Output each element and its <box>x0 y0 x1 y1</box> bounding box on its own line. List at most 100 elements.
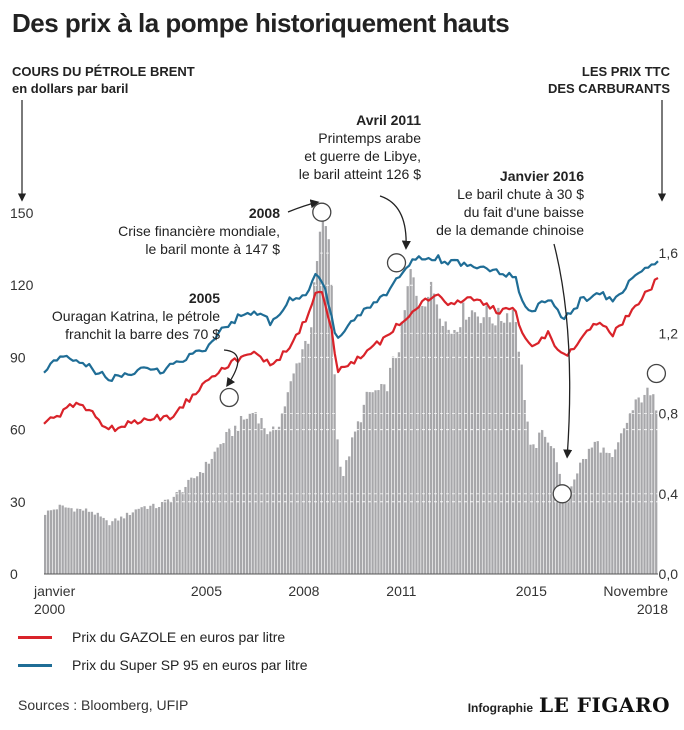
brent-bar <box>213 451 216 574</box>
brent-bar <box>46 510 50 574</box>
brent-bar <box>321 218 325 574</box>
series-line-gazole <box>43 277 659 433</box>
brent-bar <box>362 404 365 574</box>
brent-bar <box>169 501 172 574</box>
brent-bar <box>283 406 287 574</box>
brent-bar <box>140 507 143 574</box>
brent-bar <box>587 448 591 574</box>
brent-bar <box>160 502 164 574</box>
credit: Infographie LE FIGARO <box>468 693 670 717</box>
annotation-2016-text: du fait d'une baisse <box>464 204 584 220</box>
brent-bar <box>403 310 406 574</box>
brent-bar <box>239 415 243 574</box>
brent-bar <box>523 400 526 574</box>
brent-bar <box>236 430 240 574</box>
brand-logo: LE FIGARO <box>539 693 670 717</box>
brent-bar <box>526 421 529 574</box>
brent-bar <box>289 381 292 574</box>
x-tick-label: 2005 <box>191 583 222 599</box>
brent-bar <box>482 317 485 574</box>
annotation-2008-year: 2008 <box>249 205 280 221</box>
brent-bar <box>70 508 73 574</box>
brent-bar <box>573 479 576 574</box>
brent-bar <box>128 515 132 574</box>
brent-bar <box>61 505 64 574</box>
annotation-arrow <box>223 349 239 388</box>
brent-bar <box>120 516 123 574</box>
brent-bar <box>643 394 646 574</box>
brent-bar <box>646 387 649 574</box>
y-right-tick-label: 0,0 <box>659 566 679 582</box>
legend-label-gazole: Prix du GAZOLE en euros par litre <box>72 629 286 645</box>
brent-bar <box>619 433 623 574</box>
brent-bar <box>190 477 193 574</box>
brent-bar <box>198 472 202 574</box>
y-right-tick-label: 1,2 <box>659 325 679 341</box>
brent-bar <box>269 431 272 574</box>
brent-bar <box>117 520 120 574</box>
brent-bar <box>494 325 497 574</box>
brent-bar <box>622 428 626 574</box>
brent-bar <box>652 394 655 574</box>
brent-bar <box>172 496 175 574</box>
annotation-2016-text: de la demande chinoise <box>436 222 584 238</box>
brent-bar <box>389 367 392 574</box>
left-axis-title-line1: COURS DU PÉTROLE BRENT <box>12 64 195 79</box>
y-right-tick-label: 0,4 <box>659 486 679 502</box>
brent-bar <box>67 507 70 574</box>
brent-bar <box>210 458 213 574</box>
brent-bar <box>152 503 155 574</box>
brent-bar <box>435 304 439 574</box>
annotation-2005-year: 2005 <box>189 290 220 306</box>
annotation-2011-year: Avril 2011 <box>356 112 421 128</box>
brent-bar <box>432 293 436 574</box>
source-note: Sources : Bloomberg, UFIP <box>18 697 189 713</box>
brent-bar <box>342 476 345 574</box>
brent-bar <box>476 316 479 574</box>
brent-bar <box>576 473 579 574</box>
brent-bar <box>225 432 228 574</box>
brent-bar <box>356 421 360 574</box>
brent-bar <box>251 412 254 574</box>
brent-bar <box>330 284 333 574</box>
brent-bar <box>277 426 281 574</box>
brent-bar <box>424 306 427 574</box>
brent-bar <box>108 525 111 574</box>
legend-label-sp95: Prix du Super SP 95 en euros par litre <box>72 657 308 673</box>
left-axis-title: COURS DU PÉTROLE BRENT en dollars par ba… <box>12 63 195 97</box>
brent-bar <box>517 351 520 574</box>
brent-bar <box>257 423 260 574</box>
brent-bar <box>324 226 327 575</box>
brent-bar <box>418 305 421 574</box>
brent-bar <box>371 392 374 574</box>
annotation-marker <box>386 253 407 273</box>
x-tick-label: 2011 <box>386 583 416 599</box>
brent-bar <box>503 322 506 574</box>
brent-bar <box>394 358 398 574</box>
brent-bar <box>538 432 541 574</box>
brent-bar <box>49 510 53 574</box>
x-tick-label: 2000 <box>34 601 65 617</box>
brent-bar <box>298 362 301 574</box>
brent-bar <box>82 510 85 574</box>
annotation-2011-text: le baril atteint 126 $ <box>299 166 421 182</box>
brent-bar <box>111 521 114 574</box>
brent-bar <box>529 444 532 574</box>
brent-bar <box>234 425 237 574</box>
brent-bar <box>216 447 219 574</box>
brent-bar <box>228 428 231 574</box>
brent-bar <box>421 305 424 574</box>
brent-bar <box>219 444 222 574</box>
brent-bar <box>488 317 491 574</box>
brent-bar <box>64 507 67 574</box>
right-axis-title-line1: LES PRIX TTC <box>581 64 670 79</box>
brent-bar <box>254 412 257 574</box>
brent-bar <box>207 463 211 574</box>
brent-bar <box>412 277 415 574</box>
brent-bar <box>593 441 596 574</box>
series-line-sp95 <box>43 254 659 382</box>
brent-bar <box>58 504 61 574</box>
legend-item-sp95: Prix du Super SP 95 en euros par litre <box>18 657 308 673</box>
brent-bar <box>318 231 322 574</box>
